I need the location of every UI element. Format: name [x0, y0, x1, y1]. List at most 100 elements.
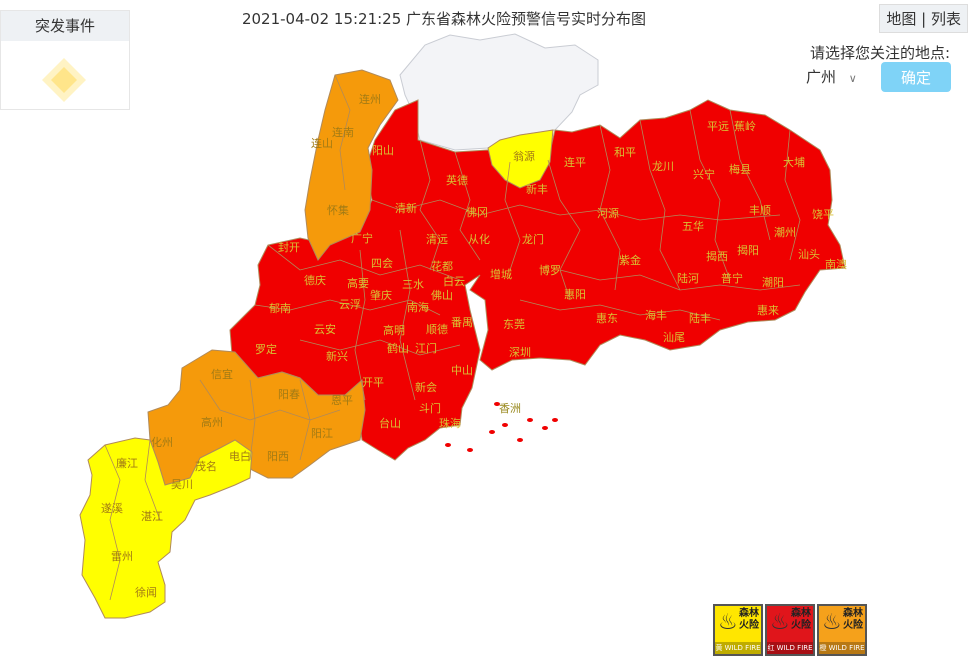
county-label[interactable]: 河源 — [597, 206, 619, 220]
county-label[interactable]: 英德 — [446, 173, 468, 187]
county-label[interactable]: 广宁 — [351, 231, 373, 245]
county-label[interactable]: 潮阳 — [762, 275, 784, 289]
county-label[interactable]: 新会 — [415, 380, 437, 394]
county-label[interactable]: 阳江 — [311, 427, 333, 440]
county-label[interactable]: 连山 — [311, 137, 333, 150]
county-label[interactable]: 江门 — [415, 341, 437, 355]
county-label[interactable]: 阳西 — [267, 450, 289, 463]
county-label[interactable]: 阳春 — [278, 388, 300, 401]
county-label[interactable]: 揭阳 — [737, 243, 759, 257]
region-yellow-warning-north[interactable] — [487, 129, 554, 189]
county-label[interactable]: 新兴 — [326, 349, 348, 363]
county-label[interactable]: 肇庆 — [370, 288, 392, 302]
county-label[interactable]: 怀集 — [327, 203, 349, 217]
county-label[interactable]: 东莞 — [503, 318, 525, 331]
county-label[interactable]: 吴川 — [171, 478, 193, 491]
county-label[interactable]: 徐闻 — [135, 585, 157, 599]
county-label[interactable]: 开平 — [362, 376, 384, 389]
county-label[interactable]: 清新 — [395, 201, 417, 215]
list-view-tab[interactable]: 列表 — [930, 10, 961, 28]
county-label[interactable]: 饶平 — [812, 208, 834, 221]
county-label[interactable]: 兴宁 — [693, 167, 715, 181]
county-label[interactable]: 香洲 — [499, 402, 521, 415]
county-label[interactable]: 佛冈 — [466, 206, 488, 219]
county-label[interactable]: 花都 — [431, 260, 453, 273]
county-label[interactable]: 封开 — [278, 240, 300, 254]
county-label[interactable]: 佛山 — [431, 289, 453, 302]
county-label[interactable]: 和平 — [614, 146, 636, 159]
county-label[interactable]: 化州 — [151, 435, 173, 449]
county-label[interactable]: 清远 — [426, 233, 448, 246]
county-label[interactable]: 海丰 — [645, 308, 667, 322]
county-label[interactable]: 汕尾 — [663, 331, 685, 344]
county-label[interactable]: 连南 — [332, 126, 354, 139]
county-label[interactable]: 紫金 — [619, 253, 641, 267]
county-label[interactable]: 惠东 — [596, 311, 618, 325]
county-boundary — [547, 159, 581, 301]
county-label[interactable]: 蕉岭 — [734, 119, 756, 133]
county-label[interactable]: 信宜 — [211, 367, 233, 381]
county-label[interactable]: 罗定 — [255, 342, 277, 356]
county-label[interactable]: 陆河 — [677, 271, 699, 285]
county-label[interactable]: 云浮 — [339, 298, 361, 311]
county-label[interactable]: 高明 — [383, 323, 405, 337]
county-label[interactable]: 连州 — [359, 93, 381, 106]
county-label[interactable]: 龙门 — [522, 232, 544, 246]
county-label[interactable]: 潮州 — [774, 225, 796, 239]
county-label[interactable]: 丰顺 — [749, 204, 771, 217]
county-label[interactable]: 廉江 — [116, 456, 138, 470]
county-label[interactable]: 汕头 — [798, 248, 820, 261]
county-label[interactable]: 普宁 — [721, 271, 743, 285]
county-label[interactable]: 揭西 — [706, 249, 728, 263]
county-label[interactable]: 斗门 — [419, 401, 441, 415]
county-label[interactable]: 顺德 — [426, 322, 448, 336]
county-label[interactable]: 南海 — [407, 300, 429, 314]
region-orange-warning-north[interactable] — [304, 69, 399, 261]
county-label[interactable]: 遂溪 — [101, 501, 123, 515]
county-label[interactable]: 珠海 — [439, 416, 461, 430]
county-label[interactable]: 高要 — [347, 276, 369, 290]
county-label[interactable]: 龙川 — [652, 160, 674, 173]
county-label[interactable]: 翁源 — [513, 149, 535, 163]
county-label[interactable]: 五华 — [682, 219, 704, 233]
county-label[interactable]: 茂名 — [195, 459, 217, 473]
map-view-tab[interactable]: 地图 — [886, 10, 917, 28]
county-label[interactable]: 惠来 — [757, 303, 779, 317]
county-label[interactable]: 鹤山 — [387, 341, 409, 355]
city-select[interactable]: 广州 ∨ — [806, 66, 857, 87]
county-label[interactable]: 增城 — [490, 267, 512, 281]
county-label[interactable]: 三水 — [402, 278, 424, 291]
county-label[interactable]: 新丰 — [526, 182, 548, 196]
county-label[interactable]: 雷州 — [111, 550, 133, 563]
confirm-button[interactable]: 确定 — [881, 62, 951, 92]
county-label[interactable]: 博罗 — [539, 264, 561, 277]
county-boundary — [104, 444, 121, 601]
county-label[interactable]: 从化 — [468, 232, 490, 246]
county-label[interactable]: 白云 — [443, 274, 465, 288]
county-label[interactable]: 郁南 — [269, 301, 291, 315]
county-label[interactable]: 陆丰 — [689, 311, 711, 325]
county-label[interactable]: 德庆 — [304, 273, 326, 287]
county-label[interactable]: 云安 — [314, 322, 336, 336]
emergency-events-panel[interactable]: 突发事件 — [0, 10, 130, 110]
county-label[interactable]: 大埔 — [783, 155, 805, 169]
county-label[interactable]: 阳山 — [372, 144, 394, 157]
county-label[interactable]: 恩平 — [331, 394, 353, 407]
county-label[interactable]: 梅县 — [729, 162, 751, 176]
county-label[interactable]: 深圳 — [509, 346, 531, 359]
county-label[interactable]: 电白 — [229, 449, 251, 463]
county-label[interactable]: 惠阳 — [564, 287, 586, 301]
county-label[interactable]: 四会 — [371, 257, 393, 270]
county-label[interactable]: 中山 — [451, 364, 473, 377]
county-label[interactable]: 高州 — [201, 415, 223, 429]
county-label[interactable]: 湛江 — [141, 510, 163, 523]
county-label[interactable]: 番禺 — [451, 316, 473, 329]
county-label[interactable]: 台山 — [379, 416, 401, 430]
county-label[interactable]: 平远 — [707, 120, 729, 133]
region-yellow-warning-south[interactable] — [79, 437, 253, 619]
county-label[interactable]: 南澳 — [825, 258, 847, 271]
view-switch: 地图 | 列表 — [879, 4, 968, 33]
county-boundary — [249, 379, 256, 461]
county-label[interactable]: 连平 — [564, 156, 586, 169]
